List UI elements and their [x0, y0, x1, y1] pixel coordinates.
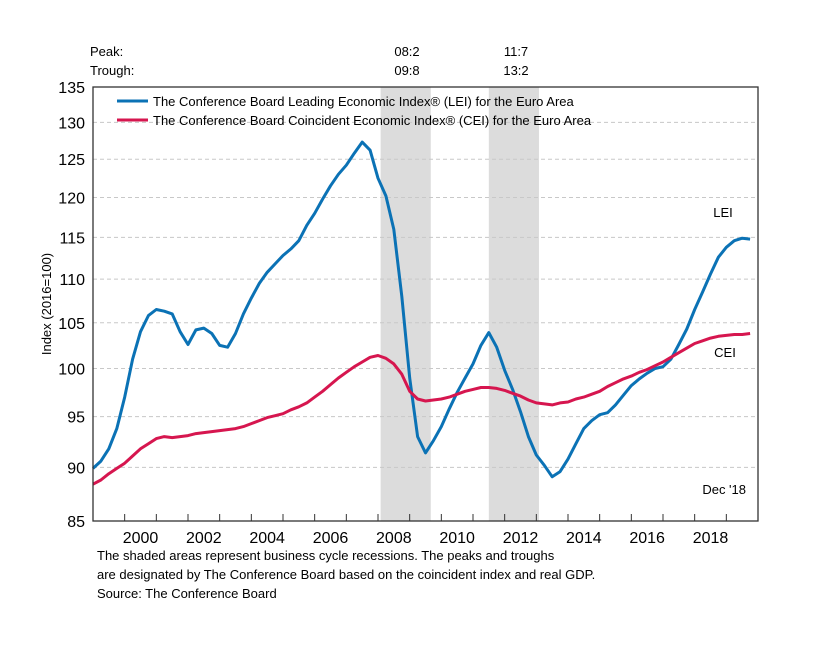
- footnote-source: Source: The Conference Board: [97, 586, 277, 601]
- x-tick-label: 2014: [566, 530, 602, 547]
- x-tick-label: 2008: [376, 530, 412, 547]
- y-tick-label: 135: [58, 80, 85, 97]
- x-tick-label: 2010: [439, 530, 475, 547]
- recession-band-1: [380, 87, 431, 521]
- cei-end-label: CEI: [714, 345, 736, 360]
- x-tick-label: 2006: [313, 530, 349, 547]
- y-tick-label: 115: [59, 230, 85, 247]
- x-tick-label: 2018: [693, 530, 729, 547]
- footnote-line-2: are designated by The Conference Board b…: [97, 567, 596, 582]
- y-tick-label: 130: [58, 115, 85, 132]
- x-tick-label: 2004: [249, 530, 285, 547]
- y-tick-label: 110: [59, 272, 85, 289]
- legend: The Conference Board Leading Economic In…: [117, 94, 592, 128]
- trough-label: Trough:: [90, 63, 134, 78]
- y-tick-label: 120: [58, 190, 85, 207]
- y-axis: 85 90 95 100 105 110 115 120 125 130 135: [58, 80, 85, 531]
- peak-label: Peak:: [90, 44, 123, 59]
- y-axis-label: Index (2016=100): [39, 253, 54, 355]
- footnote-line-1: The shaded areas represent business cycl…: [97, 548, 555, 563]
- y-tick-label: 95: [67, 410, 85, 427]
- trough-date-1: 09:8: [394, 63, 419, 78]
- date-label: Dec '18: [702, 482, 746, 497]
- legend-label-lei: The Conference Board Leading Economic In…: [153, 94, 575, 109]
- x-tick-label: 2016: [629, 530, 665, 547]
- lei-end-label: LEI: [713, 205, 733, 220]
- y-tick-label: 85: [67, 514, 85, 531]
- y-tick-label: 100: [58, 362, 85, 379]
- x-axis: 2000 2002 2004 2006 2008 2010 2012 2014 2016 2018: [123, 514, 729, 547]
- peak-date-2: 11:7: [504, 44, 528, 59]
- peak-date-1: 08:2: [394, 44, 419, 59]
- recession-shading-layer: [380, 87, 539, 521]
- y-tick-label: 105: [58, 316, 85, 333]
- x-tick-label: 2000: [123, 530, 159, 547]
- y-tick-label: 125: [58, 152, 85, 169]
- legend-label-cei: The Conference Board Coincident Economic…: [153, 113, 592, 128]
- series-line-lei: [91, 140, 751, 479]
- recession-band-2: [488, 87, 539, 521]
- x-tick-label: 2012: [503, 530, 539, 547]
- series-layer: [91, 140, 751, 486]
- series-line-cei: [92, 332, 751, 486]
- y-tick-label: 90: [67, 460, 85, 477]
- gridlines: [93, 121, 758, 468]
- trough-date-2: 13:2: [503, 63, 528, 78]
- x-tick-label: 2002: [186, 530, 222, 547]
- plot-frame: [92, 86, 759, 522]
